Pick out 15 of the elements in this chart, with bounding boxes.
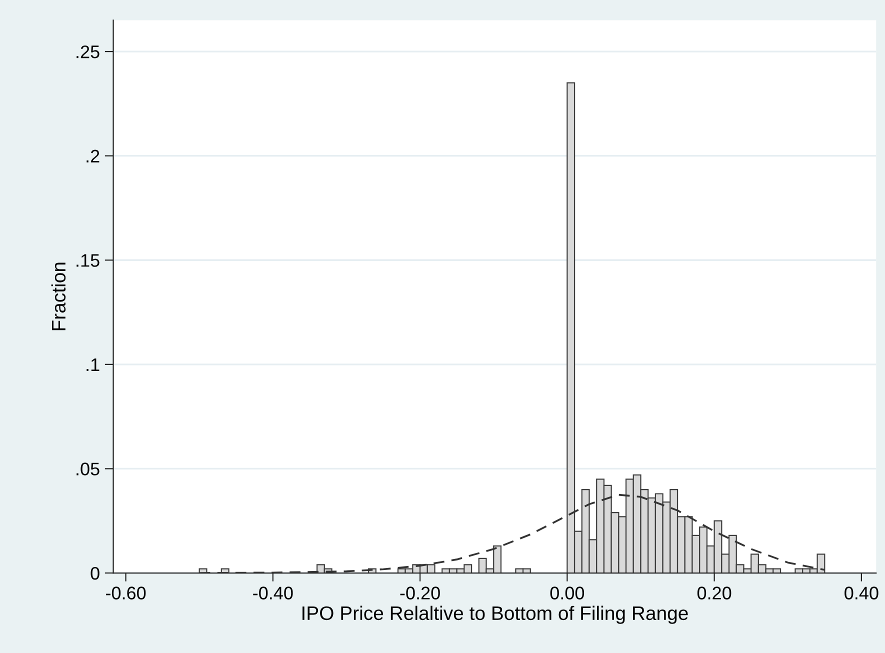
x-tick-label: 0.40 xyxy=(844,586,878,600)
y-tick-label: .2 xyxy=(86,150,100,162)
x-tick-label: -0.20 xyxy=(400,586,440,600)
y-tick-label: .15 xyxy=(76,254,100,267)
line-series xyxy=(198,494,826,574)
y-axis-title: Fraction xyxy=(51,262,66,330)
x-tick-label: 0.20 xyxy=(697,586,732,600)
y-tick-label: 0 xyxy=(90,566,100,580)
y-tick-label: .05 xyxy=(76,462,100,476)
x-tick-label: -0.40 xyxy=(253,586,293,600)
y-tick-label: .1 xyxy=(86,358,100,371)
x-tick-label: 0.00 xyxy=(550,586,584,600)
x-tick-label: -0.60 xyxy=(106,586,146,600)
x-axis-title: IPO Price Relaltive to Bottom of Filing Range xyxy=(302,606,688,624)
y-tick-label: .25 xyxy=(76,45,100,58)
